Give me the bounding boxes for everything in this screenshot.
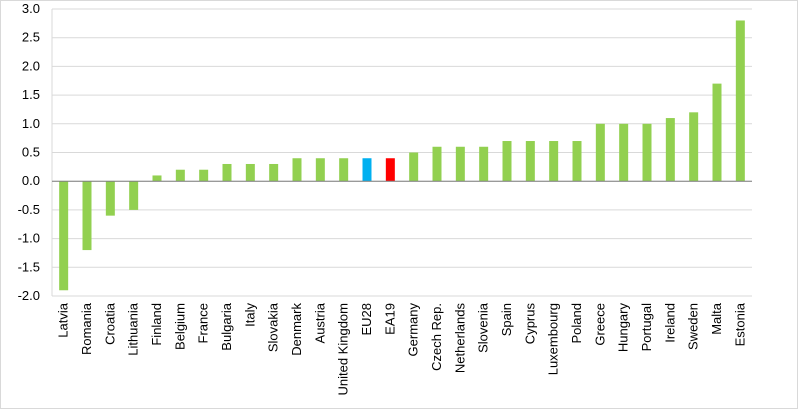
bar-ea19 — [385, 158, 395, 182]
y-tick-label: 0.0 — [22, 173, 40, 188]
y-tick-label: 2.5 — [22, 30, 40, 45]
category-label: Malta — [709, 302, 724, 335]
category-label: EU28 — [359, 303, 374, 336]
category-label: Slovenia — [476, 302, 491, 353]
category-label: Slovakia — [266, 302, 281, 352]
bar-malta — [712, 83, 722, 182]
bar-france — [199, 169, 209, 182]
y-tick-label: -2.0 — [18, 288, 40, 303]
category-label: Lithuania — [126, 302, 141, 356]
category-label: Cyprus — [522, 303, 537, 345]
bar-sweden — [689, 112, 699, 182]
bar-croatia — [105, 181, 115, 216]
bar-portugal — [642, 123, 652, 182]
category-label: France — [196, 303, 211, 343]
bar-bulgaria — [222, 163, 232, 182]
category-label: EA19 — [382, 303, 397, 335]
y-tick-label: -0.5 — [18, 202, 40, 217]
bar-eu28 — [362, 158, 372, 182]
bar-austria — [315, 158, 325, 182]
bar-belgium — [175, 169, 185, 182]
category-label: Sweden — [686, 303, 701, 350]
category-label: Belgium — [172, 303, 187, 350]
y-tick-label: 3.0 — [22, 1, 40, 16]
bar-slovenia — [479, 146, 489, 182]
y-tick-labels: 3.0 2.5 2.0 1.5 1.0 0.5 0.0 -0.5 -1.0 -1.5 -2.0 — [18, 1, 40, 303]
bar-italy — [245, 163, 255, 182]
y-tick-label: -1.5 — [18, 259, 40, 274]
bar-poland — [572, 141, 582, 182]
bar-netherlands — [455, 146, 465, 182]
y-tick-label: -1.0 — [18, 231, 40, 246]
bar-lithuania — [129, 181, 139, 210]
category-label: Germany — [406, 303, 421, 357]
y-tick-label: 0.5 — [22, 145, 40, 160]
category-label: Ireland — [662, 303, 677, 343]
category-label: Italy — [242, 303, 257, 327]
bars — [59, 20, 745, 291]
bar-czech-rep- — [432, 146, 442, 182]
bar-greece — [595, 123, 605, 182]
category-label: Estonia — [732, 302, 747, 346]
category-label: Bulgaria — [219, 302, 234, 350]
y-tick-label: 1.5 — [22, 87, 40, 102]
category-label: United Kingdom — [336, 303, 351, 396]
category-label: Poland — [569, 303, 584, 343]
category-label: Latvia — [56, 302, 71, 337]
bar-ireland — [665, 118, 675, 182]
bar-finland — [152, 175, 162, 182]
category-label: Netherlands — [452, 303, 467, 374]
bar-denmark — [292, 158, 302, 182]
bar-hungary — [619, 123, 629, 182]
bar-united-kingdom — [339, 158, 349, 182]
category-labels: Latvia Romania Croatia Lithuania Finland Belg… — [56, 302, 748, 395]
category-label: Austria — [312, 302, 327, 343]
gridlines — [51, 8, 752, 297]
category-label: Spain — [499, 303, 514, 336]
category-label: Croatia — [102, 302, 117, 345]
category-label: Portugal — [639, 303, 654, 352]
bar-cyprus — [525, 141, 535, 182]
bar-romania — [82, 181, 92, 251]
category-label: Greece — [592, 303, 607, 346]
category-label: Romania — [79, 302, 94, 355]
y-tick-label: 2.0 — [22, 58, 40, 73]
category-label: Luxembourg — [546, 303, 561, 375]
y-tick-label: 1.0 — [22, 116, 40, 131]
bar-luxembourg — [549, 141, 559, 182]
bar-spain — [502, 141, 512, 182]
category-label: Czech Rep. — [429, 303, 444, 371]
category-label: Denmark — [289, 303, 304, 356]
bar-estonia — [735, 20, 745, 182]
category-label: Hungary — [616, 303, 631, 353]
category-label: Finland — [149, 303, 164, 346]
bar-germany — [409, 152, 419, 182]
bar-slovakia — [269, 163, 279, 182]
bar-latvia — [59, 181, 69, 291]
